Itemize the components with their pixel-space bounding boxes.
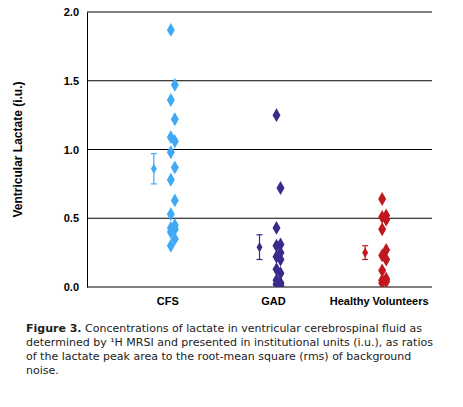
data-point xyxy=(171,193,179,207)
data-point xyxy=(277,181,285,195)
y-tick: 1.0 xyxy=(64,144,87,156)
x-axis: CFS GAD Healthy Volunteers xyxy=(157,295,429,307)
mean-point xyxy=(257,242,263,252)
data-point xyxy=(167,145,175,159)
error-bar xyxy=(257,235,263,260)
grid-line xyxy=(87,80,432,81)
caption-text: Concentrations of lactate in ventricular… xyxy=(26,322,433,377)
group-points xyxy=(273,108,285,287)
x-tick: GAD xyxy=(261,295,286,307)
y-tick-label: 0.5 xyxy=(64,212,79,224)
caption-space xyxy=(82,322,86,335)
error-bar-cap xyxy=(362,259,368,260)
y-tick-label: 1.0 xyxy=(64,144,79,156)
data-point xyxy=(167,173,175,187)
y-axis-line xyxy=(87,13,88,288)
y-tick: 2.0 xyxy=(64,6,87,18)
y-tick: 1.5 xyxy=(64,75,87,87)
error-bar-cap xyxy=(151,153,157,154)
error-bar-cap xyxy=(151,183,157,184)
group-points xyxy=(167,23,179,253)
data-point xyxy=(378,222,386,236)
grid xyxy=(87,12,432,287)
grid-line xyxy=(87,12,432,13)
group-points xyxy=(378,192,390,287)
error-bar-cap xyxy=(257,259,263,260)
x-tick: Healthy Volunteers xyxy=(330,295,429,307)
x-tick-label: CFS xyxy=(157,295,179,307)
y-tick-label: 2.0 xyxy=(64,6,79,18)
error-bar xyxy=(362,246,368,260)
y-tick-label: 0.0 xyxy=(64,281,79,293)
y-tick-label: 1.5 xyxy=(64,75,79,87)
data-point xyxy=(171,112,179,126)
data-point xyxy=(273,108,281,122)
data-point xyxy=(273,221,281,235)
data-point xyxy=(167,93,175,107)
grid-line xyxy=(87,149,432,150)
caption-label: Figure 3. xyxy=(26,322,82,335)
data-point xyxy=(171,160,179,174)
error-bar-cap xyxy=(362,245,368,246)
y-axis: 0.0 0.5 1.0 1.5 2.0 xyxy=(64,6,88,293)
data-point xyxy=(167,207,175,221)
data-point xyxy=(378,276,386,287)
data-point xyxy=(171,134,179,148)
x-tick-label: Healthy Volunteers xyxy=(330,295,429,307)
data-point xyxy=(277,279,285,287)
data-point xyxy=(382,253,390,267)
y-tick: 0.0 xyxy=(64,281,87,293)
mean-point xyxy=(151,164,157,174)
data-point xyxy=(167,239,175,253)
plot-area xyxy=(151,23,390,287)
chart: 0.0 0.5 1.0 1.5 2.0 CFS GAD Healthy Volunteers V… xyxy=(0,0,463,315)
grid-line xyxy=(87,287,432,288)
x-tick: CFS xyxy=(157,295,179,307)
x-tick-label: GAD xyxy=(261,295,286,307)
y-axis-title: Ventricular Lactate (i.u.) xyxy=(11,81,25,217)
y-tick: 0.5 xyxy=(64,212,87,224)
caption: Figure 3. Concentrations of lactate in v… xyxy=(26,322,446,378)
error-bar xyxy=(151,154,157,184)
data-point xyxy=(167,23,175,37)
data-point xyxy=(171,78,179,92)
data-point xyxy=(378,192,386,206)
error-bar-cap xyxy=(257,234,263,235)
mean-point xyxy=(362,248,368,258)
